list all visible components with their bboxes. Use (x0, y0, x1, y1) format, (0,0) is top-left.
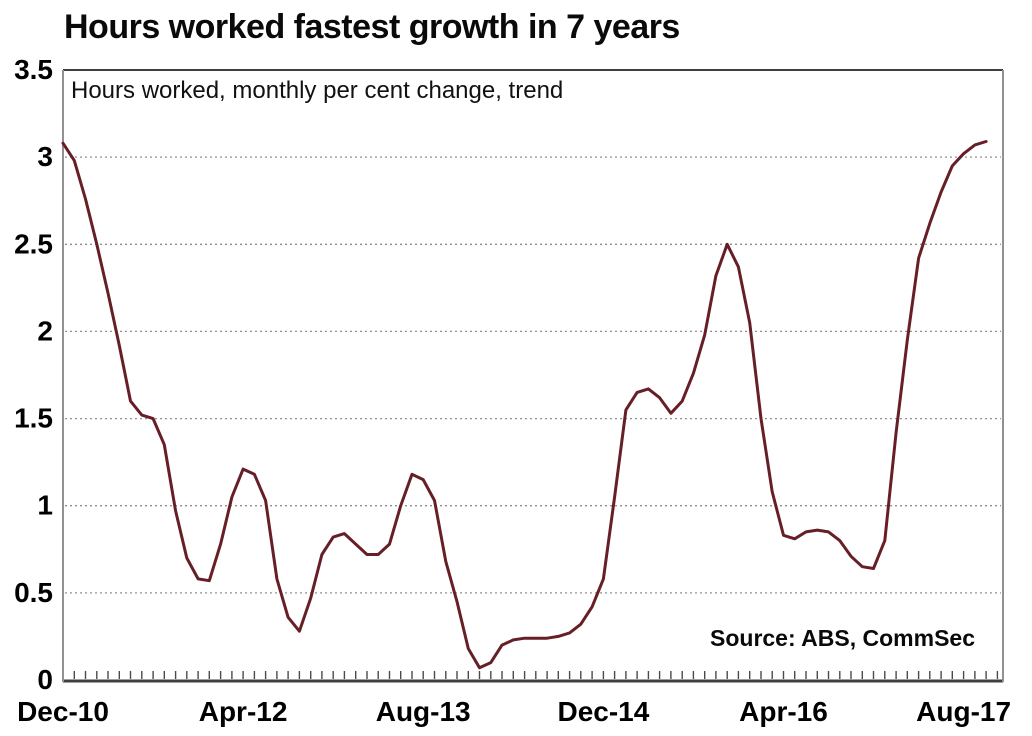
y-tick-label: 3 (37, 141, 53, 172)
x-tick-label: Apr-12 (199, 696, 288, 727)
y-tick-label: 3.5 (14, 54, 53, 85)
y-tick-label: 0 (37, 664, 53, 695)
y-tick-label: 2 (37, 315, 53, 346)
y-tick-label: 2.5 (14, 228, 53, 259)
x-tick-label: Dec-14 (557, 696, 649, 727)
y-tick-label: 0.5 (14, 577, 53, 608)
x-tick-label: Aug-17 (916, 696, 1011, 727)
y-tick-label: 1.5 (14, 403, 53, 434)
chart-subtitle: Hours worked, monthly per cent change, t… (71, 77, 564, 104)
x-tick-label: Aug-13 (376, 696, 471, 727)
source-label: Source: ABS, CommSec (710, 625, 975, 651)
x-tick-label: Apr-16 (739, 696, 828, 727)
chart-title: Hours worked fastest growth in 7 years (64, 8, 680, 46)
trend-line (61, 140, 988, 670)
y-tick-label: 1 (37, 490, 53, 521)
x-tick-label: Dec-10 (17, 696, 109, 727)
